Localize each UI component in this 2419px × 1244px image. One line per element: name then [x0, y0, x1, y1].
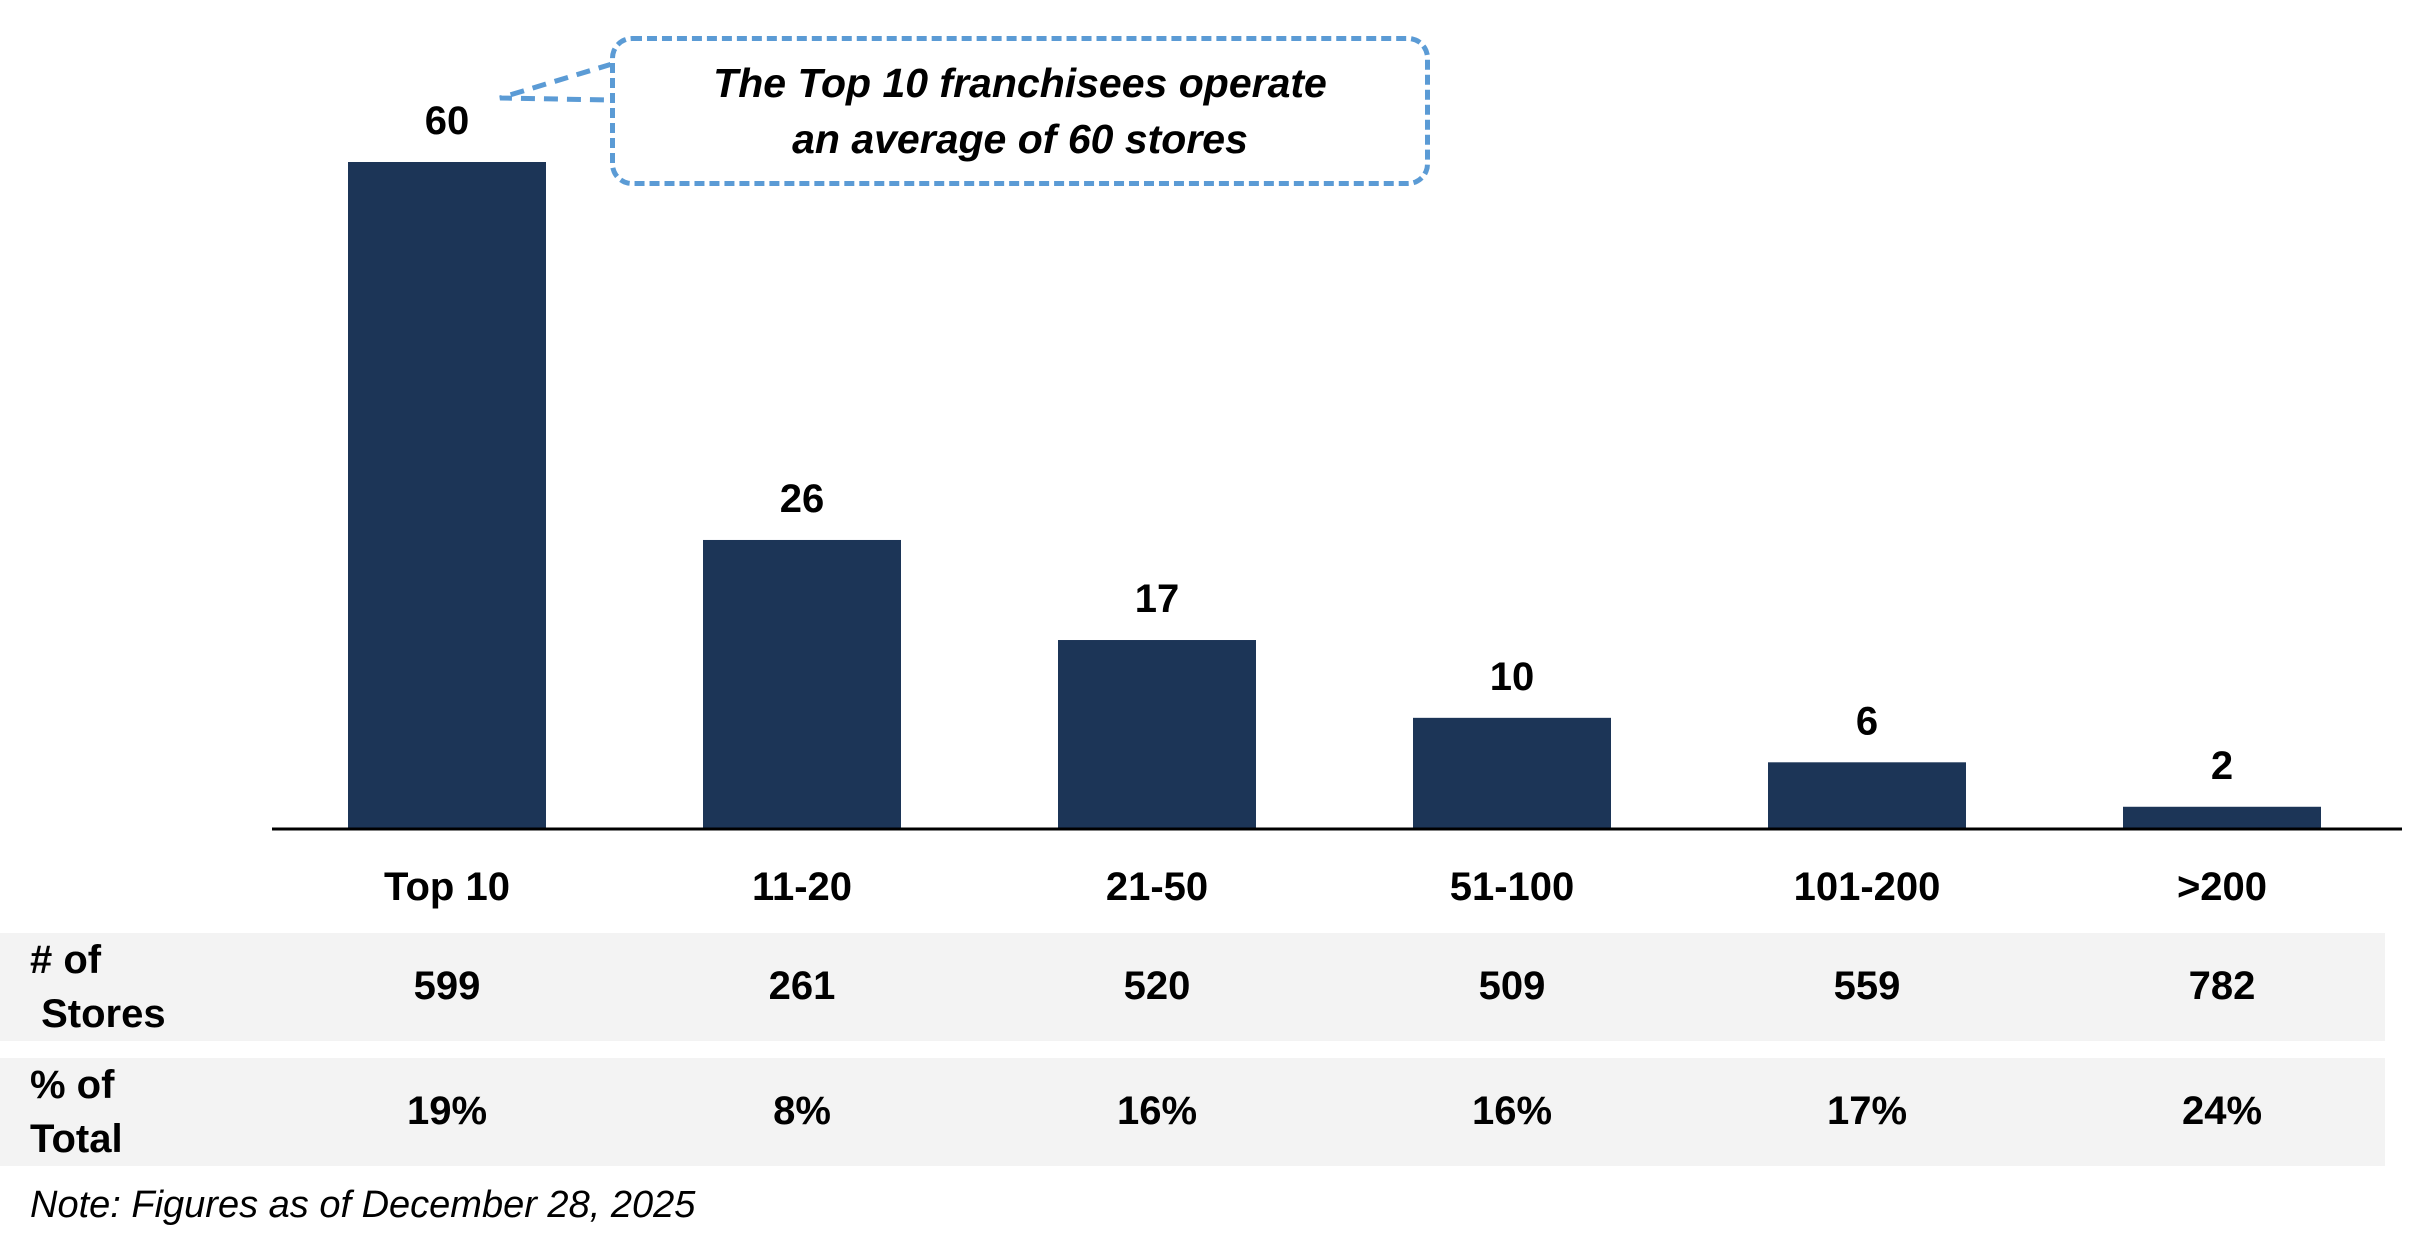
category-label: 21-50: [1105, 865, 1209, 909]
bars-group: [348, 162, 2321, 829]
bar-value-label: 17: [1135, 577, 1180, 621]
callout-pointer: [499, 61, 613, 103]
bar-chart: 60 26 17 10 6 2: [272, 99, 2402, 831]
category-label: Top 10: [384, 865, 510, 909]
stores-cell: 782: [2188, 964, 2256, 1008]
bar: [1058, 640, 1256, 829]
bar: [1413, 717, 1611, 829]
percent-cell: 16%: [1471, 1089, 1553, 1133]
bar-value-label: 60: [425, 99, 470, 143]
bar: [2123, 806, 2321, 829]
stores-cell: 599: [413, 964, 481, 1008]
percent-cell: 19%: [406, 1089, 488, 1133]
percent-cell: 8%: [773, 1089, 831, 1133]
stores-row-header: # of Stores: [30, 938, 166, 1036]
bar: [348, 162, 546, 829]
stores-cell: 520: [1123, 964, 1191, 1008]
stores-cell: 261: [768, 964, 836, 1008]
stores-cell: 559: [1833, 964, 1901, 1008]
bar-value-label: 26: [780, 477, 825, 521]
bar: [703, 539, 901, 829]
bar-value-label: 2: [2211, 744, 2233, 788]
category-label: 11-20: [751, 865, 853, 909]
value-labels-group: 60 26 17 10 6 2: [425, 99, 2233, 788]
category-label: 51-100: [1449, 865, 1575, 909]
percent-row-header: % of Total: [30, 1063, 123, 1161]
callout-line-1: The Top 10 franchisees operate: [713, 60, 1327, 106]
category-label: 101-200: [1793, 865, 1941, 909]
percent-row: % of Total 19% 8% 16% 16% 17% 24%: [0, 1058, 2385, 1166]
footnote: Note: Figures as of December 28, 2025: [30, 1184, 696, 1226]
stores-row: # of Stores 599 261 520 509 559 782: [0, 933, 2385, 1041]
category-label: >200: [2176, 865, 2268, 909]
annotation-callout: The Top 10 franchisees operate an averag…: [610, 36, 1430, 186]
stores-cell: 509: [1478, 964, 1546, 1008]
percent-cell: 24%: [2181, 1089, 2263, 1133]
callout-line-2: an average of 60 stores: [792, 116, 1248, 162]
percent-cell: 17%: [1826, 1089, 1908, 1133]
percent-cell: 16%: [1116, 1089, 1198, 1133]
bar-value-label: 10: [1490, 655, 1535, 699]
bar: [1768, 762, 1966, 829]
bar-value-label: 6: [1856, 699, 1878, 743]
